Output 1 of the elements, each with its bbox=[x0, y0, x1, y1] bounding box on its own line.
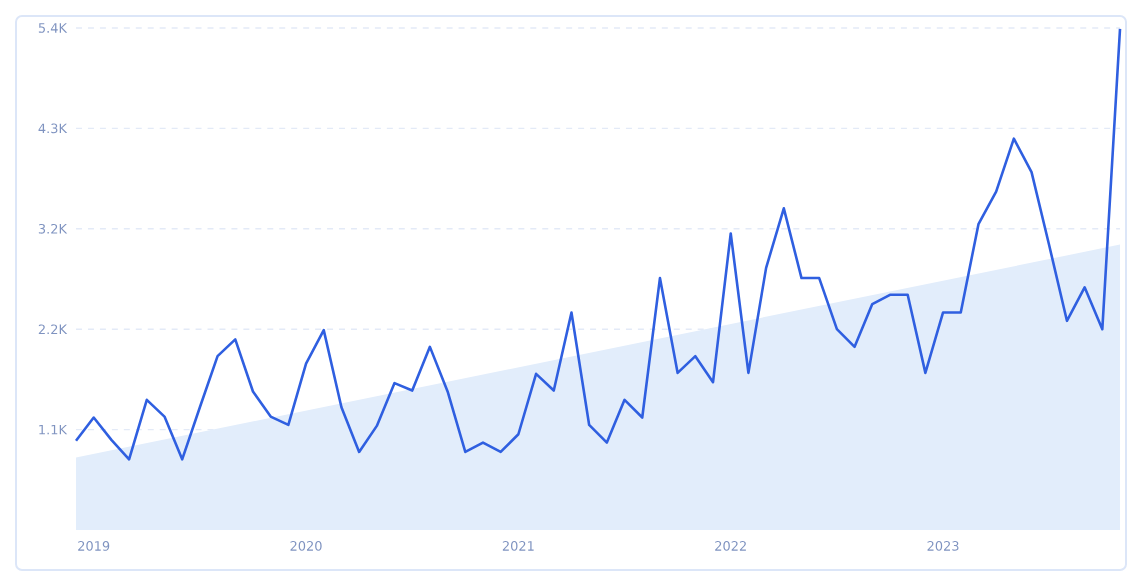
line-series bbox=[74, 27, 1122, 461]
